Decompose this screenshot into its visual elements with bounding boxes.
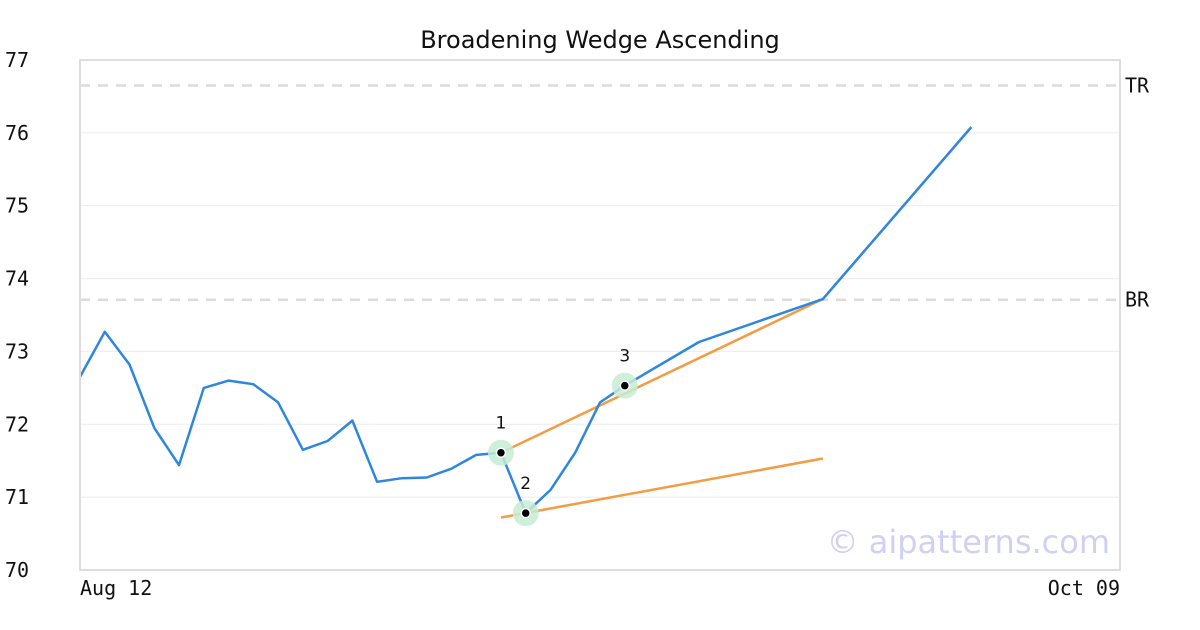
grid-layer (80, 132, 1120, 498)
pivot-points: 1 2 3 (487, 347, 638, 527)
reference-label: TR (1125, 74, 1150, 98)
y-tick-label: 73 (5, 339, 29, 363)
series-line (78, 126, 973, 515)
y-tick-label: 76 (5, 121, 29, 145)
y-tick-label: 75 (5, 194, 29, 218)
chart-title: Broadening Wedge Ascending (420, 26, 780, 54)
pivot-label: 2 (520, 474, 531, 494)
reference-lines: TR BR (80, 74, 1150, 312)
watermark: © aipatterns.com (827, 523, 1110, 561)
plot-frame (79, 59, 1121, 571)
y-tick-label: 77 (5, 48, 29, 72)
y-tick-label: 72 (5, 412, 29, 436)
reference-label: BR (1125, 288, 1150, 312)
y-tick-label: 74 (5, 267, 29, 291)
pivot-label: 1 (496, 414, 507, 434)
x-tick-label: Oct 09 (1048, 576, 1120, 600)
pivot-label: 3 (619, 347, 630, 367)
y-tick-label: 70 (5, 558, 29, 582)
trendline (500, 457, 824, 519)
pivot-marker (619, 380, 631, 391)
pivot-marker (520, 507, 531, 519)
pivot-marker (495, 447, 507, 458)
y-tick-label: 71 (5, 485, 29, 509)
x-axis-ticks: Aug 12 Oct 09 (80, 576, 1120, 600)
x-tick-label: Aug 12 (80, 576, 152, 600)
trendlines (500, 297, 824, 519)
y-axis-ticks: 70 71 72 73 74 75 76 77 (5, 48, 29, 582)
trendline (500, 297, 824, 454)
series-layer (78, 126, 973, 515)
